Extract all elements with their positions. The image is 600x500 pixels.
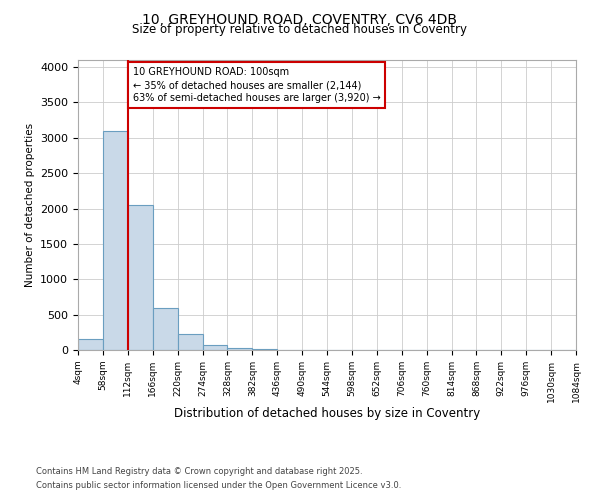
Bar: [78, 340, 103, 350]
Bar: [227, 348, 253, 350]
Bar: [178, 334, 203, 350]
X-axis label: Distribution of detached houses by size in Coventry: Distribution of detached houses by size …: [174, 408, 480, 420]
Text: Contains HM Land Registry data © Crown copyright and database right 2025.: Contains HM Land Registry data © Crown c…: [36, 467, 362, 476]
Bar: [103, 130, 128, 350]
Y-axis label: Number of detached properties: Number of detached properties: [25, 123, 35, 287]
Bar: [152, 308, 178, 350]
Text: 10, GREYHOUND ROAD, COVENTRY, CV6 4DB: 10, GREYHOUND ROAD, COVENTRY, CV6 4DB: [143, 12, 458, 26]
Text: 10 GREYHOUND ROAD: 100sqm
← 35% of detached houses are smaller (2,144)
63% of se: 10 GREYHOUND ROAD: 100sqm ← 35% of detac…: [133, 67, 380, 104]
Text: Size of property relative to detached houses in Coventry: Size of property relative to detached ho…: [133, 24, 467, 36]
Text: Contains public sector information licensed under the Open Government Licence v3: Contains public sector information licen…: [36, 481, 401, 490]
Bar: [203, 345, 227, 350]
Bar: [128, 205, 153, 350]
